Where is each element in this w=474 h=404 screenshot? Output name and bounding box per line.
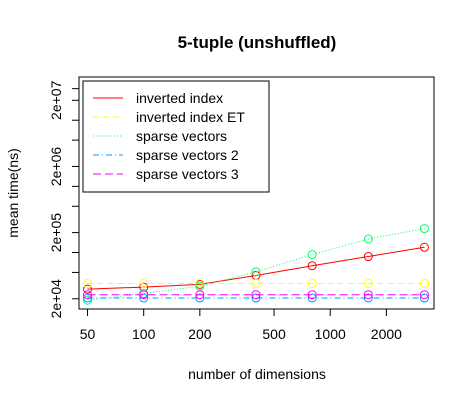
data-point [195,281,205,291]
data-point [363,252,373,262]
y-axis: 2e+04 2e+05 2e+06 2e+07 [48,80,79,318]
legend-label: sparse vectors 3 [136,166,239,182]
data-point [251,267,261,277]
y-axis-label: mean time(ns) [5,148,21,237]
x-tick-label: 1000 [315,326,346,342]
data-point [419,293,429,303]
x-tick-label: 100 [132,326,156,342]
data-point [139,279,149,289]
data-point [307,293,317,303]
x-tick-label: 50 [80,326,96,342]
data-point [419,224,429,234]
data-point [139,290,149,300]
x-axis: 50 100 200 500 1000 2000 [80,309,402,342]
plot-frame [78,76,435,310]
data-point [307,250,317,260]
data-point [363,234,373,244]
data-point [195,290,205,300]
legend: inverted index inverted index ET sparse ve… [82,80,270,193]
x-tick-label: 500 [262,326,286,342]
data-point [195,279,205,289]
y-tick-label: 2e+05 [48,213,64,253]
x-tick-label: 200 [188,326,212,342]
data-point [419,279,429,289]
legend-label: sparse vectors [136,128,227,144]
data-point [363,279,373,289]
data-point [251,293,261,303]
x-axis-label: number of dimensions [188,366,326,382]
legend-label: inverted index ET [136,109,245,125]
data-point [83,284,93,294]
legend-label: inverted index [136,90,223,106]
data-point [251,279,261,289]
data-point [363,290,373,300]
data-point [195,293,205,303]
data-point [83,279,93,289]
y-tick-label: 2e+06 [48,147,64,187]
x-tick-label: 2000 [371,326,402,342]
data-point [307,290,317,300]
chart-title: 5-tuple (unshuffled) [178,33,337,52]
y-tick-label: 2e+04 [48,279,64,319]
data-point [139,293,149,303]
legend-label: sparse vectors 2 [136,147,239,163]
data-point [83,293,93,303]
data-point [307,279,317,289]
series-layer [83,224,429,305]
data-point [251,290,261,300]
data-point [83,290,93,300]
series-line-2 [87,228,425,301]
data-point [307,261,317,271]
data-point [419,290,429,300]
y-tick-label: 2e+07 [48,80,64,120]
data-point [363,293,373,303]
data-point [83,295,93,305]
data-point [419,242,429,252]
